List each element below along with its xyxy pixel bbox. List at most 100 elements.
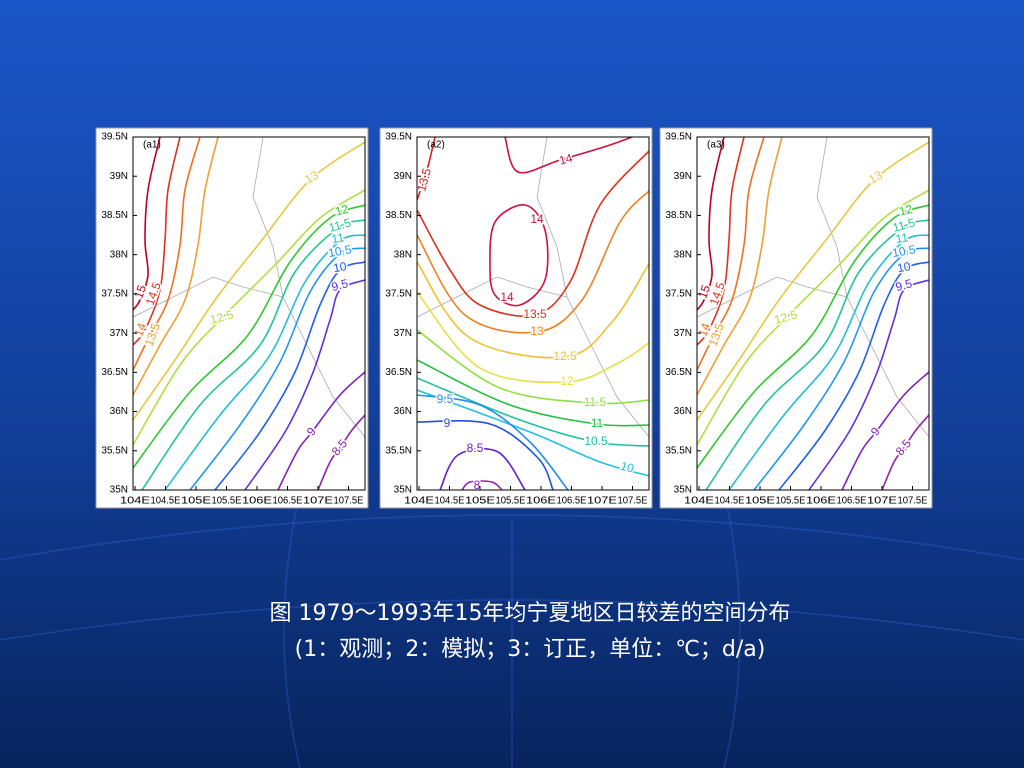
plot-border	[132, 136, 366, 491]
border-line	[697, 276, 848, 318]
contour-line	[214, 261, 365, 490]
y-tick-label: 36N	[394, 406, 412, 417]
contour-line	[133, 137, 219, 396]
y-tick-label: 38.5N	[101, 210, 128, 221]
contour-line	[705, 219, 929, 490]
panel-frame	[95, 127, 369, 509]
contour-line	[697, 137, 725, 311]
contour-line	[417, 359, 649, 427]
border-line	[133, 276, 284, 318]
contour-line	[697, 204, 929, 469]
contour-line	[417, 291, 649, 384]
panel-frame	[659, 127, 933, 509]
panels: 1514.51413.51312.51211.51110.5109.598.5(…	[95, 127, 933, 509]
contour-line	[417, 137, 436, 201]
y-tick-label: 37.5N	[665, 289, 692, 300]
y-tick-label: 39N	[110, 171, 128, 182]
contour-label: 10.5	[891, 242, 917, 260]
panel-tag: (a1)	[143, 140, 161, 151]
y-tick-label: 36.5N	[101, 367, 128, 378]
x-tick-label: 104.5E	[435, 496, 465, 507]
contour-label: 10	[332, 259, 348, 275]
y-tick-label: 38.5N	[385, 210, 412, 221]
x-tick-label: 104.5E	[715, 496, 745, 507]
plot-border	[416, 136, 650, 491]
contour-line	[417, 189, 649, 334]
x-tick-label: 106.5E	[557, 496, 587, 507]
x-tick-label: 106E	[242, 496, 272, 507]
x-tick-label: 106E	[526, 496, 556, 507]
contour-line	[244, 279, 365, 490]
map-panel: 1514.51413.51312.51211.51110.5109.598.5(…	[95, 127, 369, 509]
x-tick-label: 105E	[465, 496, 495, 507]
x-tick-label: 104.5E	[151, 496, 181, 507]
x-tick-label: 104E	[684, 496, 714, 507]
contour-line	[697, 137, 783, 396]
x-tick-label: 104E	[120, 496, 150, 507]
y-tick-label: 37N	[674, 328, 692, 339]
contour-label: 12.5	[553, 349, 577, 363]
contour-label: 13.5	[523, 307, 547, 321]
panel-tag: (a3)	[707, 140, 725, 151]
contour-label: 10	[896, 259, 912, 275]
contour-line	[133, 189, 365, 446]
contour-line	[439, 447, 526, 490]
contour-line	[841, 371, 929, 490]
x-tick-label: 107.5E	[618, 496, 648, 507]
contour-label: 8.5	[467, 441, 484, 455]
contour-label: 9.5	[330, 276, 350, 294]
contour-line	[133, 137, 201, 371]
contour-label: 8	[474, 478, 481, 492]
y-tick-label: 39.5N	[101, 132, 128, 143]
contour-line	[504, 137, 635, 174]
contour-line	[417, 149, 649, 317]
y-tick-label: 38N	[110, 249, 128, 260]
plot-area	[417, 137, 649, 490]
contour-line	[277, 371, 365, 490]
contour-line	[164, 234, 365, 490]
y-tick-label: 36N	[674, 406, 692, 417]
x-tick-label: 105.5E	[496, 496, 526, 507]
plot-border	[696, 136, 930, 491]
contour-label: 14	[530, 212, 544, 226]
x-tick-label: 107E	[303, 496, 333, 507]
y-tick-label: 35N	[394, 485, 412, 496]
contour-label: 11	[895, 230, 910, 246]
contour-line	[461, 480, 503, 490]
contour-label: 10.5	[584, 434, 608, 448]
y-tick-label: 35N	[674, 485, 692, 496]
contour-line	[489, 204, 549, 307]
y-tick-label: 36N	[110, 406, 128, 417]
contour-line	[808, 279, 929, 490]
map-panel: 13.514141413.51312.51211.51110.5109.598.…	[379, 127, 653, 509]
y-tick-label: 37.5N	[101, 289, 128, 300]
contour-label: 12	[560, 374, 574, 388]
contour-line	[697, 137, 765, 371]
y-tick-label: 39N	[394, 171, 412, 182]
contour-line	[417, 377, 649, 447]
contour-label: 9.5	[437, 392, 454, 406]
panel-frame	[379, 127, 653, 509]
caption-line-2: (1：观测；2：模拟；3：订正，单位：℃；d/a)	[295, 637, 766, 662]
x-tick-label: 105.5E	[776, 496, 806, 507]
y-tick-label: 38N	[674, 249, 692, 260]
x-tick-label: 105.5E	[212, 496, 242, 507]
y-tick-label: 35.5N	[665, 445, 692, 456]
contour-line	[141, 219, 365, 490]
contour-label: 13	[530, 324, 544, 338]
y-tick-label: 37.5N	[385, 289, 412, 300]
y-tick-label: 36.5N	[385, 367, 412, 378]
y-tick-label: 35N	[110, 485, 128, 496]
contour-label: 14	[558, 151, 575, 168]
x-tick-label: 105E	[745, 496, 775, 507]
x-tick-label: 105E	[181, 496, 211, 507]
contour-label: 9.5	[894, 276, 914, 294]
contour-line	[697, 141, 929, 421]
contour-line	[133, 137, 181, 346]
contour-line	[133, 141, 365, 421]
map-panel: 1514.51413.51312.51211.51110.5109.598.5(…	[659, 127, 933, 509]
panel-tag: (a2)	[427, 140, 445, 151]
y-tick-label: 35.5N	[101, 445, 128, 456]
contour-line	[417, 261, 649, 359]
y-tick-label: 39N	[674, 171, 692, 182]
